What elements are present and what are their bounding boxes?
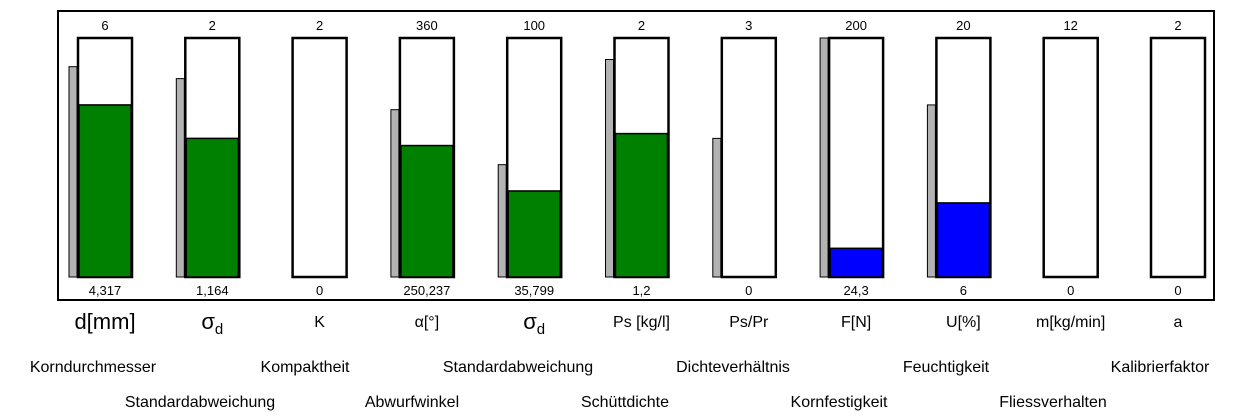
description-label: Abwurfwinkel <box>364 394 460 411</box>
gauge-value-label: 24,3 <box>843 283 868 298</box>
gauge-max-label: 12 <box>1063 18 1077 33</box>
gauge-value-label: 0 <box>1174 283 1181 298</box>
description-label: Standardabweichung <box>442 359 594 376</box>
gauge-marker-bar <box>497 164 507 278</box>
gauge-fill-bar <box>614 132 669 278</box>
description-label: Kalibrierfaktor <box>1110 359 1210 376</box>
gauge-max-label: 100 <box>523 18 545 33</box>
gauge-symbol-label: Ps/Pr <box>729 314 769 331</box>
description-label: Kompaktheit <box>260 359 350 376</box>
gauge-symbol-label: K <box>314 314 325 331</box>
gauge-max-label: 360 <box>416 18 438 33</box>
gauge-marker-bar <box>68 66 78 278</box>
description-label: Korndurchmesser <box>29 359 157 376</box>
gauge-value-label: 250,237 <box>403 283 450 298</box>
gauge-symbol-label: σd <box>523 309 546 338</box>
gauge-tube <box>827 36 885 279</box>
gauge-symbol-label: m[kg/min] <box>1036 314 1106 331</box>
gauge-tube <box>1149 36 1207 279</box>
gauge-symbol-label: α[°] <box>414 314 440 331</box>
gauge-max-label: 3 <box>745 18 752 33</box>
description-label: Kornfestigkeit <box>790 394 888 411</box>
gauge-value-label: 4,317 <box>89 283 122 298</box>
gauge-fill-bar <box>507 190 561 278</box>
gauge-value-label: 0 <box>1067 283 1074 298</box>
gauge-7: 30 <box>712 18 778 298</box>
description-label: Standardabweichung <box>124 394 276 411</box>
gauge-value-label: 0 <box>745 283 752 298</box>
gauge-fill-bar <box>400 144 454 278</box>
gauge-fill-bar <box>936 202 991 278</box>
gauge-symbol-label: σd <box>201 309 224 338</box>
gauge-fill-bar <box>829 247 883 278</box>
gauge-11: 20 <box>1149 18 1207 298</box>
gauge-tube <box>1042 36 1099 279</box>
description-label: Fliessverhalten <box>999 394 1107 411</box>
gauge-max-label: 2 <box>1174 18 1181 33</box>
gauge-max-label: 2 <box>316 18 323 33</box>
gauge-marker-bar <box>605 59 614 278</box>
gauge-max-label: 6 <box>101 18 108 33</box>
gauge-symbol-label: Ps [kg/l] <box>613 314 670 331</box>
description-label: Schüttdichte <box>580 394 670 411</box>
gauge-max-label: 20 <box>956 18 970 33</box>
gauge-symbol-label: a <box>1173 314 1183 331</box>
gauge-symbol-label: U[%] <box>946 314 981 331</box>
gauge-value-label: 35,799 <box>514 283 554 298</box>
gauge-max-label: 2 <box>638 18 645 33</box>
gauge-6: 21,2 <box>605 18 670 298</box>
gauge-fill-bar <box>185 137 240 278</box>
gauge-marker-bar <box>390 109 400 278</box>
gauge-4: 360 250,237 <box>390 18 456 298</box>
gauge-marker-bar <box>712 137 722 278</box>
gauge-value-label: 6 <box>960 283 967 298</box>
gauge-symbol-label: F[N] <box>840 314 872 331</box>
gauge-value-label: 1,164 <box>196 283 229 298</box>
gauge-marker-bar <box>819 37 829 278</box>
gauge-marker-bar <box>926 104 936 278</box>
gauge-max-label: 2 <box>209 18 216 33</box>
gauge-marker-bar <box>175 78 185 278</box>
gauge-10: 12 0 <box>1042 18 1099 298</box>
gauge-2: 2 1,164 <box>175 18 241 298</box>
description-label: Dichteverhältnis <box>676 359 790 376</box>
gauge-symbol-label: d[mm] <box>74 309 136 334</box>
gauge-fill-bar <box>78 104 132 278</box>
gauge-value-label: 0 <box>316 283 323 298</box>
gauge-chart: 64,31721,16420360250,23710035,79921,2302… <box>68 18 1207 298</box>
gauge-1: 6 4,317 <box>68 18 134 298</box>
gauge-tube <box>720 36 778 279</box>
gauge-max-label: 200 <box>845 18 867 33</box>
gauge-tube <box>291 36 348 279</box>
gauge-3: 20 <box>291 18 348 298</box>
gauge-5: 100 35,799 <box>497 18 563 298</box>
gauge-value-label: 1,2 <box>632 283 650 298</box>
gauge-8: 200 24,3 <box>819 18 885 298</box>
gauge-panel: 6 4,317 2 1,164 2 0 360 250,237 100 35,799 2 1,2 3 0 2… <box>57 10 1215 301</box>
gauge-9: 20 6 <box>926 18 992 298</box>
description-label: Feuchtigkeit <box>902 359 990 376</box>
